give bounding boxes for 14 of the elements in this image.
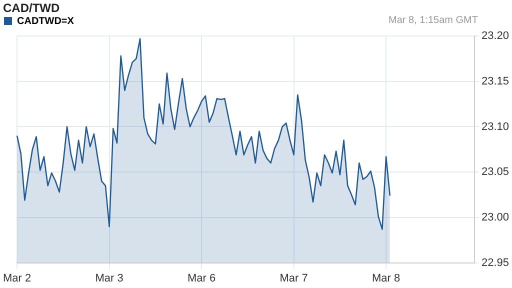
y-tick-label: 23.10 [481,120,510,133]
y-tick-label: 23.20 [481,30,510,42]
x-tick-label: Mar 2 [2,272,32,284]
y-tick-label: 23.05 [481,166,510,178]
x-tick-label: Mar 7 [280,272,308,284]
y-tick-label: 23.00 [481,211,510,224]
y-tick-label: 23.15 [481,75,510,88]
x-tick-label: Mar 3 [95,272,124,284]
chart-subtitle: Mar 8, 1:15am GMT [388,15,478,26]
y-tick-label: 22.95 [481,256,510,269]
legend-label: CADTWD=X [17,16,74,27]
x-tick-label: Mar 8 [372,272,400,284]
x-tick-label: Mar 6 [188,272,216,284]
chart-title: CAD/TWD [3,1,60,15]
